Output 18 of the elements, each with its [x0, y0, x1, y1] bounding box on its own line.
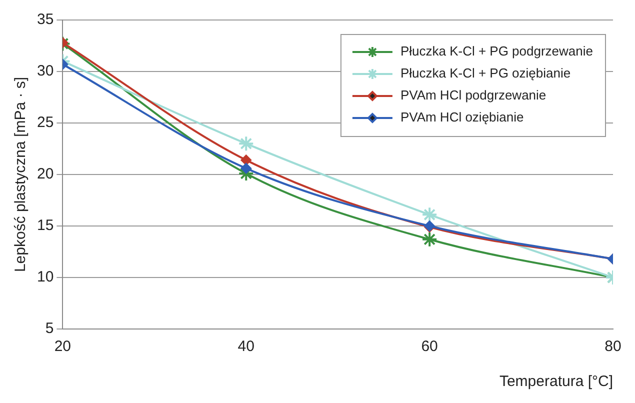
y-tick-label: 35: [36, 11, 54, 28]
legend-label: Płuczka K-Cl + PG podgrzewanie: [400, 44, 593, 59]
y-tick-label: 30: [36, 62, 54, 80]
x-tick-label: 60: [421, 338, 438, 356]
x-tick-label: 80: [604, 338, 622, 356]
point: [422, 231, 438, 248]
legend-label: Płuczka K-Cl + PG oziębianie: [400, 66, 571, 81]
legend-label: PVAm HCl podgrzewanie: [400, 88, 546, 103]
y-tick-label: 10: [36, 268, 54, 286]
y-tick-label: 25: [36, 114, 54, 132]
x-tick-label: 40: [238, 338, 254, 356]
y-tick-label: 20: [36, 166, 54, 183]
y-tick-label: 5: [45, 320, 54, 338]
y-axis-title: Lepkość plastyczna [mPa · s]: [12, 76, 30, 272]
legend-label: PVAm HCl oziębianie: [400, 110, 524, 125]
x-axis-title: Temperatura [°C]: [499, 373, 613, 390]
x-tick-label: 20: [54, 338, 72, 356]
y-tick-label: 15: [36, 217, 54, 234]
